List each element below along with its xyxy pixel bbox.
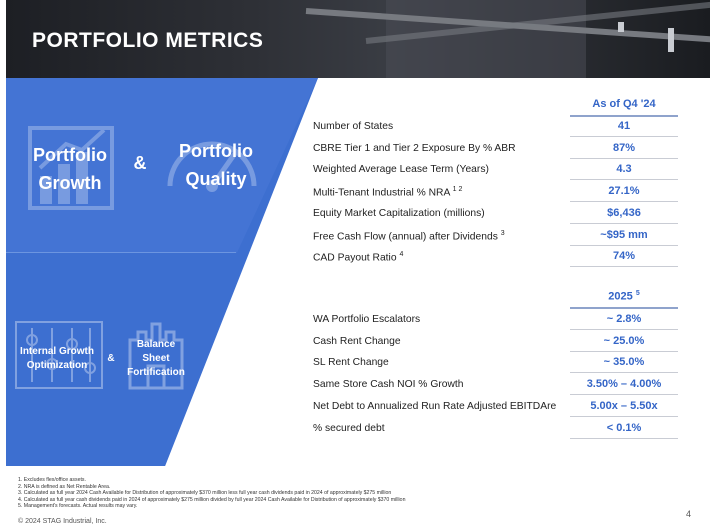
- q4-row-value: 41: [617, 120, 631, 132]
- portfolio-growth-label: Portfolio Growth: [22, 141, 118, 197]
- q4-row-label-text: Number of States: [313, 121, 394, 132]
- f25-row-value: 3.50% – 4.00%: [586, 378, 662, 391]
- q4-row-rule: [570, 222, 678, 224]
- q4-row-label: Weighted Average Lease Term (Years): [313, 164, 489, 175]
- f25-row-label-text: SL Rent Change: [313, 357, 389, 369]
- q4-row-rule: [570, 179, 678, 181]
- f25-row-value: ~ 25.0%: [603, 334, 645, 347]
- q4-row-rule: [570, 136, 678, 137]
- f25-row-rule: [570, 350, 678, 352]
- q4-row-label: CAD Payout Ratio 4: [313, 251, 403, 263]
- balance-sheet-label: Balance Sheet Fortification: [120, 338, 192, 380]
- q4-row-footnote: 3: [500, 229, 505, 237]
- f25-row-value: ~ 2.8%: [606, 313, 642, 325]
- f25-row-label-text: % secured debt: [313, 422, 385, 434]
- f25-row-label-text: Same Store Cash NOI % Growth: [313, 379, 464, 391]
- f25-row-label: % secured debt: [313, 423, 385, 434]
- forecast-column-heading: 2025 5: [570, 290, 678, 303]
- f25-row-label: SL Rent Change: [313, 357, 389, 368]
- f25-row-label-text: Net Debt to Annualized Run Rate Adjusted…: [313, 400, 557, 412]
- balance-sheet-line-1: Balance: [136, 339, 176, 350]
- f25-row-rule: [570, 329, 678, 330]
- q4-row-value: $6,436: [607, 206, 641, 219]
- portfolio-quality-label: Portfolio Quality: [168, 137, 264, 193]
- ampersand-bottom: &: [107, 353, 115, 364]
- q4-row-label: CBRE Tier 1 and Tier 2 Exposure By % ABR: [313, 143, 516, 154]
- q4-row-footnote: 1 2: [452, 186, 463, 194]
- internal-growth-label: Internal Growth Optimization: [14, 345, 100, 373]
- q4-row-value: 87%: [612, 141, 636, 154]
- f25-row-value: < 0.1%: [606, 421, 642, 434]
- forecast-heading-text: 2025: [608, 290, 633, 303]
- bar-chart-growth-icon: [28, 126, 114, 210]
- portfolio-quality-line-1: Portfolio: [179, 141, 253, 161]
- panel-divider: [6, 252, 236, 253]
- f25-row-value: ~ 35.0%: [603, 356, 645, 369]
- q4-row-label: Number of States: [313, 121, 393, 132]
- footnotes: 1. Excludes flex/office assets. 2. NRA i…: [18, 477, 405, 510]
- f25-row-rule: [570, 415, 678, 417]
- q4-row-label-text: CAD Payout Ratio: [313, 252, 397, 264]
- gauge-quality-icon: [167, 141, 257, 192]
- q4-row-value: 27.1%: [608, 185, 640, 198]
- f25-row-label-text: Cash Rent Change: [313, 335, 401, 347]
- portfolio-quality-line-2: Quality: [185, 169, 247, 189]
- page-title: PORTFOLIO METRICS: [32, 29, 264, 52]
- f25-row-rule: [570, 372, 678, 374]
- forecast-heading-footnote: 5: [635, 290, 640, 297]
- q4-row-label-text: Weighted Average Lease Term (Years): [313, 164, 489, 176]
- forecast-heading-rule: [570, 307, 678, 309]
- q4-row-label-text: CBRE Tier 1 and Tier 2 Exposure By % ABR: [313, 142, 516, 154]
- balance-sheet-line-2: Sheet: [142, 353, 170, 364]
- header-banner: PORTFOLIO METRICS: [6, 0, 710, 78]
- page-number: 4: [686, 509, 692, 519]
- footnote-2: 2. NRA is defined as Net Rentable Area.: [18, 483, 111, 490]
- portfolio-growth-line-1: Portfolio: [33, 145, 107, 165]
- q4-row-rule: [570, 244, 678, 246]
- balance-sheet-line-3: Fortification: [127, 367, 185, 378]
- footnote-3: 3. Calculated as full year 2024 Cash Ava…: [18, 490, 392, 497]
- internal-growth-line-2: Optimization: [26, 360, 88, 371]
- f25-row-rule: [570, 394, 678, 396]
- f25-row-label: WA Portfolio Escalators: [313, 314, 420, 325]
- q4-row-rule: [570, 157, 678, 159]
- q4-row-value: ~$95 mm: [600, 228, 648, 241]
- q4-row-rule: [570, 266, 678, 268]
- q4-heading-rule: [570, 115, 678, 117]
- ampersand-top: &: [133, 153, 147, 173]
- q4-row-footnote: 4: [399, 251, 404, 259]
- footnote-4: 4. Calculated as full year cash dividend…: [18, 496, 406, 503]
- castle-fortification-icon: [128, 322, 184, 390]
- q4-row-label: Equity Market Capitalization (millions): [313, 208, 485, 219]
- q4-row-label-text: Equity Market Capitalization (millions): [313, 207, 485, 219]
- q4-row-value: 74%: [612, 250, 636, 263]
- q4-row-label: Free Cash Flow (annual) after Dividends …: [313, 230, 505, 242]
- f25-row-label-text: WA Portfolio Escalators: [313, 314, 421, 325]
- f25-row-label: Same Store Cash NOI % Growth: [313, 379, 464, 390]
- sliders-optimization-icon: [15, 321, 103, 389]
- internal-growth-line-1: Internal Growth: [20, 346, 94, 357]
- footnote-5: 5. Management's forecasts. Actual result…: [18, 503, 138, 510]
- f25-row-rule: [570, 437, 678, 439]
- copyright: © 2024 STAG Industrial, Inc.: [18, 518, 107, 525]
- q4-row-label-text: Multi-Tenant Industrial % NRA: [313, 187, 450, 199]
- f25-row-label: Cash Rent Change: [313, 336, 401, 347]
- q4-column-heading: As of Q4 '24: [592, 98, 656, 110]
- f25-row-label: Net Debt to Annualized Run Rate Adjusted…: [313, 401, 556, 412]
- q4-row-value: 4.3: [616, 163, 632, 176]
- q4-row-label-text: Free Cash Flow (annual) after Dividends: [313, 230, 498, 242]
- q4-row-rule: [570, 201, 678, 203]
- footnote-1: 1. Excludes flex/office assets.: [18, 477, 86, 483]
- q4-row-label: Multi-Tenant Industrial % NRA 1 2: [313, 186, 462, 198]
- f25-row-value: 5.00x – 5.50x: [590, 399, 658, 412]
- portfolio-growth-line-2: Growth: [38, 173, 102, 193]
